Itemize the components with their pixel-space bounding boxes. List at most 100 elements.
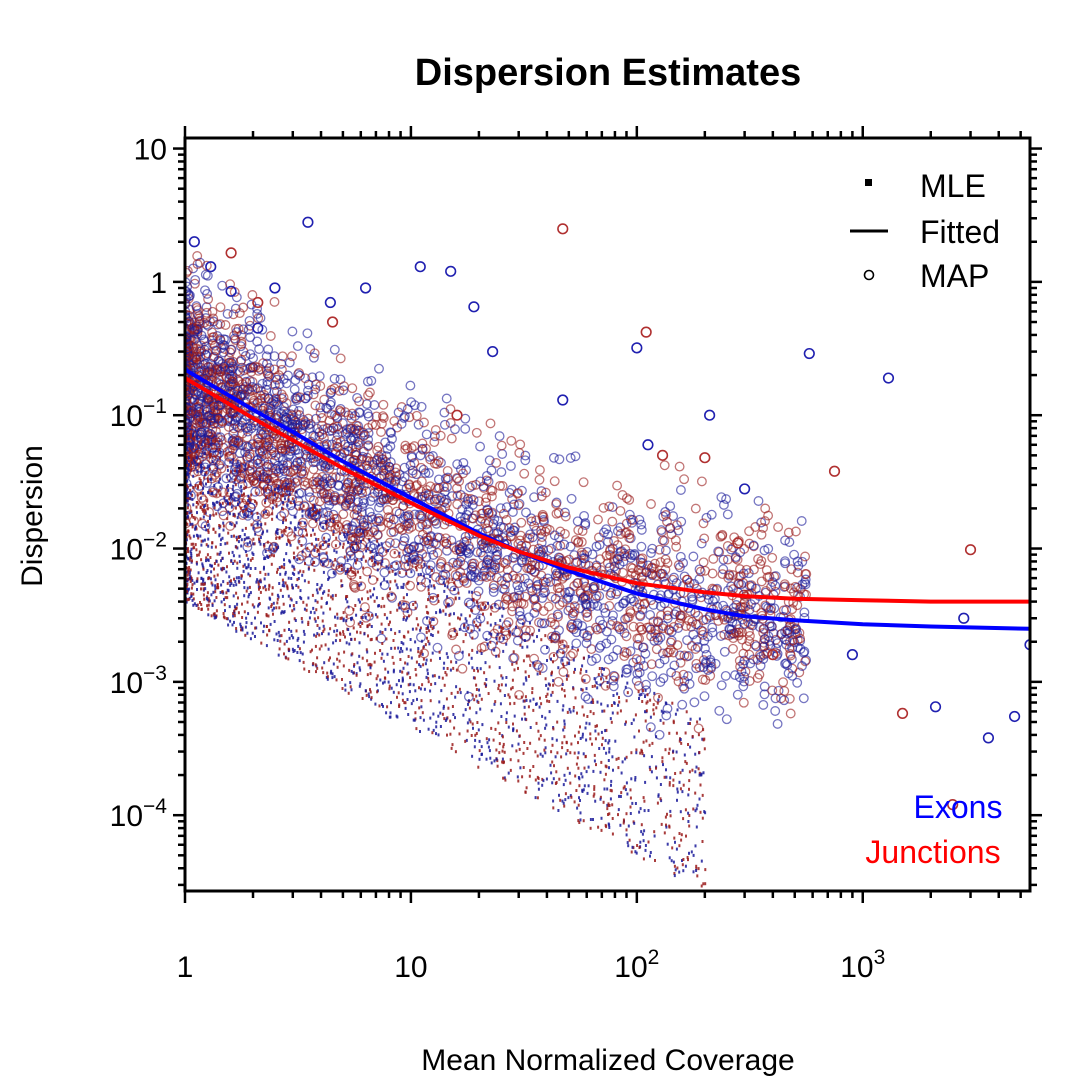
- map-point: [612, 480, 623, 491]
- map-point: [533, 662, 544, 673]
- mle-point: [206, 507, 209, 511]
- map-point: [507, 494, 518, 504]
- mle-point: [285, 526, 288, 529]
- mle-point: [312, 662, 315, 665]
- mle-point: [625, 828, 628, 832]
- mle-point: [472, 726, 474, 730]
- mle-point: [235, 627, 238, 630]
- mle-point: [334, 593, 337, 597]
- chart-title: Dispersion Estimates: [415, 52, 801, 94]
- mle-point: [379, 649, 382, 652]
- mle-point: [395, 683, 398, 687]
- mle-point: [672, 860, 675, 864]
- mle-point: [367, 597, 370, 601]
- map-point: [276, 358, 287, 369]
- map-point: [681, 574, 692, 585]
- mle-point: [475, 711, 478, 715]
- mle-point: [215, 559, 218, 563]
- mle-point: [293, 500, 296, 504]
- mle-point: [424, 643, 427, 647]
- mle-point: [498, 742, 501, 746]
- mle-point: [207, 523, 209, 527]
- mle-point: [680, 741, 683, 745]
- map-point: [329, 344, 340, 355]
- mle-point: [338, 659, 341, 663]
- mle-point: [383, 577, 386, 581]
- mle-point: [427, 680, 430, 684]
- mle-point: [487, 601, 489, 605]
- mle-point: [244, 513, 247, 517]
- mle-point: [655, 766, 657, 770]
- mle-point: [232, 554, 235, 558]
- mle-point: [630, 751, 633, 755]
- mle-point: [513, 668, 516, 672]
- mle-point: [501, 757, 504, 761]
- mle-point: [625, 833, 628, 837]
- mle-point: [470, 629, 473, 633]
- mle-point: [350, 688, 353, 692]
- mle-point: [266, 529, 269, 533]
- map-point: [260, 486, 271, 497]
- mle-point: [531, 687, 534, 691]
- mle-point: [196, 450, 198, 453]
- mle-point: [414, 606, 417, 610]
- map-point: [751, 641, 762, 652]
- mle-point: [368, 695, 371, 699]
- mle-point: [383, 604, 386, 608]
- mle-point: [321, 666, 324, 670]
- mle-point: [503, 750, 506, 754]
- mle-point: [471, 648, 474, 652]
- mle-point: [348, 668, 351, 672]
- mle-point: [218, 448, 221, 451]
- mle-point: [608, 826, 611, 829]
- mle-point: [498, 751, 501, 755]
- map-point: [738, 681, 749, 692]
- mle-point: [672, 784, 675, 788]
- mle-point: [361, 656, 364, 660]
- mle-point: [307, 596, 310, 600]
- mle-point: [428, 642, 431, 646]
- map-point: [220, 320, 231, 330]
- mle-point: [187, 547, 189, 551]
- mle-point: [577, 648, 579, 652]
- mle-point: [390, 646, 393, 650]
- mle-point: [240, 538, 243, 542]
- map-point: [536, 537, 547, 548]
- map-point: [185, 310, 195, 321]
- mle-point: [203, 466, 206, 470]
- map-point: [447, 627, 458, 638]
- mle-point: [618, 794, 620, 798]
- mle-point: [199, 517, 202, 521]
- mle-point: [189, 434, 192, 438]
- mle-point: [578, 784, 581, 788]
- mle-point: [534, 796, 537, 800]
- mle-point: [191, 497, 194, 501]
- mle-point: [656, 801, 659, 805]
- mle-point: [669, 776, 672, 780]
- mle-point: [524, 670, 527, 674]
- map-point: [486, 465, 497, 476]
- mle-point: [463, 623, 466, 627]
- map-point: [758, 522, 769, 533]
- map-point: [699, 691, 710, 702]
- mle-point: [298, 557, 301, 561]
- mle-point: [422, 663, 425, 667]
- map-point: [738, 577, 749, 588]
- mle-point: [447, 580, 450, 584]
- map-point: [717, 529, 728, 540]
- map-point: [331, 435, 342, 446]
- map-point: [405, 380, 416, 391]
- map-point: [287, 326, 298, 337]
- mle-point: [313, 633, 316, 637]
- mle-point: [668, 731, 671, 735]
- mle-point: [564, 792, 567, 796]
- map-point: [607, 502, 618, 513]
- mle-point: [264, 550, 267, 553]
- map-point: [286, 531, 297, 542]
- mle-point: [344, 683, 347, 687]
- mle-point: [406, 662, 409, 666]
- mle-point: [276, 597, 279, 601]
- mle-point: [263, 577, 266, 581]
- mle-point: [376, 615, 379, 619]
- mle-point: [451, 578, 454, 581]
